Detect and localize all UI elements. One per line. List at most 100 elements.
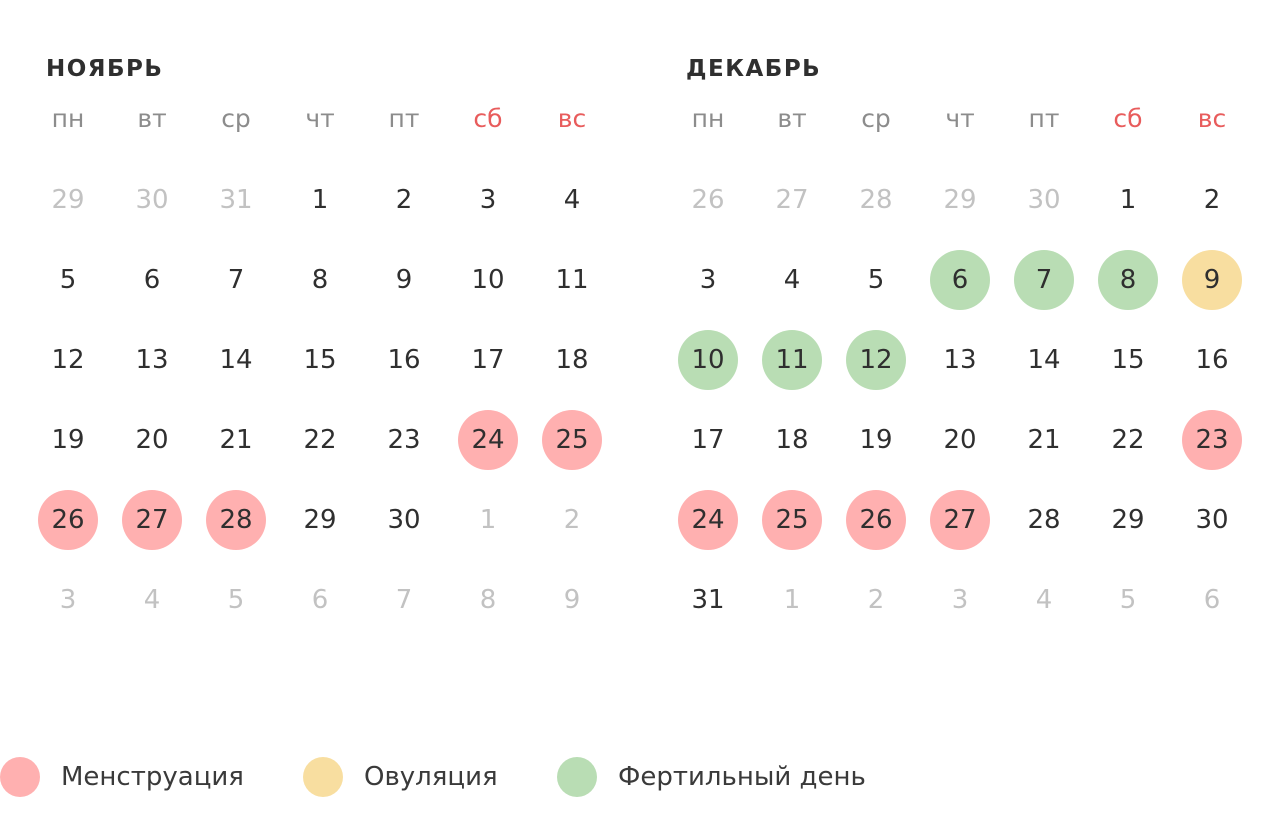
day-cell-other-month[interactable]: 3 [59, 585, 77, 615]
day-cell[interactable]: 6 [143, 265, 161, 295]
day-cell[interactable]: 13 [135, 345, 169, 375]
day-cell[interactable]: 2 [1203, 185, 1221, 215]
day-cell[interactable]: 20 [135, 425, 169, 455]
legend-label: Овуляция [364, 762, 498, 792]
day-cell-other-month[interactable]: 1 [783, 585, 801, 615]
day-cell-menstruation[interactable]: 28 [206, 490, 266, 550]
day-cell[interactable]: 18 [555, 345, 589, 375]
day-cell-other-month[interactable]: 4 [143, 585, 161, 615]
day-cell[interactable]: 5 [59, 265, 77, 295]
month-title: НОЯБРЬ [46, 56, 164, 82]
day-cell-other-month[interactable]: 31 [219, 185, 253, 215]
day-cell-menstruation[interactable]: 25 [762, 490, 822, 550]
day-cell[interactable]: 19 [859, 425, 893, 455]
day-cell[interactable]: 22 [303, 425, 337, 455]
day-cell-fertile[interactable]: 12 [846, 330, 906, 390]
day-cell[interactable]: 9 [395, 265, 413, 295]
day-cell-other-month[interactable]: 1 [479, 505, 497, 535]
day-cell-other-month[interactable]: 2 [563, 505, 581, 535]
day-cell-other-month[interactable]: 6 [311, 585, 329, 615]
weekday-label: ср [861, 104, 891, 133]
day-cell[interactable]: 15 [303, 345, 337, 375]
weekday-label: чт [305, 104, 335, 133]
day-cell[interactable]: 31 [691, 585, 725, 615]
day-cell[interactable]: 4 [563, 185, 581, 215]
day-cell[interactable]: 30 [1195, 505, 1229, 535]
day-cell[interactable]: 29 [303, 505, 337, 535]
day-cell[interactable]: 16 [1195, 345, 1229, 375]
day-cell-menstruation[interactable]: 23 [1182, 410, 1242, 470]
day-cell-fertile[interactable]: 8 [1098, 250, 1158, 310]
day-cell-other-month[interactable]: 2 [867, 585, 885, 615]
day-cell[interactable]: 22 [1111, 425, 1145, 455]
day-cell[interactable]: 17 [691, 425, 725, 455]
day-cell-other-month[interactable]: 26 [691, 185, 725, 215]
day-cell[interactable]: 30 [387, 505, 421, 535]
weekday-label: пн [691, 104, 725, 133]
day-cell[interactable]: 1 [311, 185, 329, 215]
day-cell[interactable]: 5 [867, 265, 885, 295]
day-cell-other-month[interactable]: 5 [227, 585, 245, 615]
day-cell[interactable]: 7 [227, 265, 245, 295]
day-cell[interactable]: 18 [775, 425, 809, 455]
weekday-header: пн вт ср чт пт сб вс [666, 104, 1254, 140]
day-cell[interactable]: 10 [471, 265, 505, 295]
day-cell-other-month[interactable]: 3 [951, 585, 969, 615]
day-cell[interactable]: 19 [51, 425, 85, 455]
weekday-label: сб [473, 104, 503, 133]
day-cell[interactable]: 21 [219, 425, 253, 455]
day-cell[interactable]: 23 [387, 425, 421, 455]
month-title: ДЕКАБРЬ [686, 56, 822, 82]
legend-label: Фертильный день [618, 762, 866, 792]
weekday-label: сб [1113, 104, 1143, 133]
day-cell-other-month[interactable]: 29 [51, 185, 85, 215]
day-cell-other-month[interactable]: 30 [1027, 185, 1061, 215]
day-cell[interactable]: 11 [555, 265, 589, 295]
day-cell-fertile[interactable]: 7 [1014, 250, 1074, 310]
legend-label: Менструация [61, 762, 244, 792]
day-cell[interactable]: 15 [1111, 345, 1145, 375]
day-cell-menstruation[interactable]: 26 [846, 490, 906, 550]
day-cell[interactable]: 29 [1111, 505, 1145, 535]
day-cell-menstruation[interactable]: 27 [930, 490, 990, 550]
day-cell[interactable]: 21 [1027, 425, 1061, 455]
menstruation-dot-icon [0, 757, 40, 797]
day-cell-other-month[interactable]: 7 [395, 585, 413, 615]
day-cell[interactable]: 16 [387, 345, 421, 375]
day-cell-other-month[interactable]: 5 [1119, 585, 1137, 615]
day-cell-other-month[interactable]: 4 [1035, 585, 1053, 615]
weekday-label: ср [221, 104, 251, 133]
day-cell[interactable]: 3 [699, 265, 717, 295]
day-cell-menstruation[interactable]: 24 [678, 490, 738, 550]
day-cell-other-month[interactable]: 6 [1203, 585, 1221, 615]
day-cell[interactable]: 4 [783, 265, 801, 295]
day-cell[interactable]: 14 [219, 345, 253, 375]
day-cell[interactable]: 3 [479, 185, 497, 215]
day-cell-other-month[interactable]: 28 [859, 185, 893, 215]
day-cell-menstruation[interactable]: 26 [38, 490, 98, 550]
day-cell[interactable]: 1 [1119, 185, 1137, 215]
day-cell[interactable]: 28 [1027, 505, 1061, 535]
weekday-label: пт [1028, 104, 1060, 133]
day-cell-other-month[interactable]: 29 [943, 185, 977, 215]
day-cell[interactable]: 14 [1027, 345, 1061, 375]
day-cell[interactable]: 2 [395, 185, 413, 215]
day-cell[interactable]: 8 [311, 265, 329, 295]
day-cell[interactable]: 13 [943, 345, 977, 375]
day-cell-menstruation[interactable]: 25 [542, 410, 602, 470]
day-cell-fertile[interactable]: 11 [762, 330, 822, 390]
weekday-label: вс [1197, 104, 1227, 133]
day-cell-fertile[interactable]: 10 [678, 330, 738, 390]
day-cell[interactable]: 20 [943, 425, 977, 455]
legend-item-ovulation: Овуляция [303, 757, 498, 797]
day-cell-other-month[interactable]: 30 [135, 185, 169, 215]
day-cell-menstruation[interactable]: 27 [122, 490, 182, 550]
day-cell[interactable]: 17 [471, 345, 505, 375]
day-cell-ovulation[interactable]: 9 [1182, 250, 1242, 310]
day-cell-fertile[interactable]: 6 [930, 250, 990, 310]
day-cell-other-month[interactable]: 8 [479, 585, 497, 615]
day-cell-menstruation[interactable]: 24 [458, 410, 518, 470]
day-cell-other-month[interactable]: 27 [775, 185, 809, 215]
day-cell-other-month[interactable]: 9 [563, 585, 581, 615]
day-cell[interactable]: 12 [51, 345, 85, 375]
